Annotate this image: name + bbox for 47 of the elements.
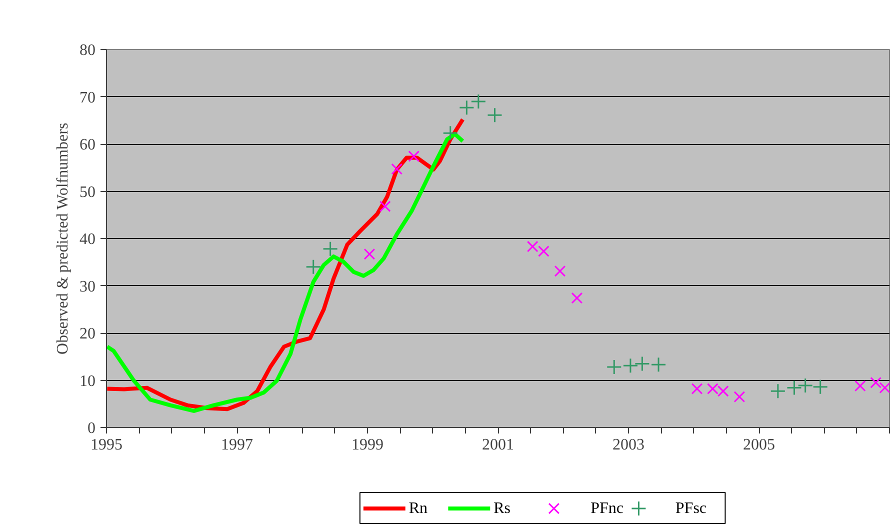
point — [786, 380, 802, 396]
point — [458, 100, 474, 116]
legend-label: PFnc — [590, 500, 624, 517]
point — [798, 378, 814, 394]
point — [470, 94, 486, 110]
point — [442, 125, 458, 141]
y-tick-label: 10 — [80, 372, 96, 390]
point — [634, 356, 650, 372]
point — [854, 380, 866, 392]
x-tick-label: 2003 — [612, 436, 644, 454]
point — [538, 246, 550, 257]
point — [879, 382, 890, 394]
y-axis-title: Observed & predicted Wolfnumbers — [54, 122, 72, 354]
y-tick-label: 40 — [80, 231, 96, 248]
y-tick-label: 60 — [80, 136, 96, 154]
y-tick-label: 30 — [80, 278, 96, 296]
point — [812, 379, 828, 395]
point — [364, 248, 376, 260]
point — [622, 358, 638, 374]
x-tick-label: 1999 — [352, 436, 384, 454]
legend-label: PFsc — [675, 500, 707, 517]
y-tick-label: 50 — [80, 184, 96, 201]
point — [650, 356, 666, 372]
point — [379, 200, 391, 212]
y-tick-label: 70 — [80, 89, 96, 106]
point — [391, 163, 403, 175]
x-tick-label: 2005 — [743, 436, 775, 454]
point — [554, 265, 566, 277]
legend-label: Rs — [494, 500, 511, 517]
point — [870, 376, 882, 388]
point — [408, 150, 420, 162]
y-tick-label: 20 — [80, 326, 96, 342]
point — [734, 391, 746, 402]
point — [571, 292, 583, 304]
legend-label: Rn — [408, 500, 428, 517]
y-tick-label: 80 — [80, 42, 96, 59]
point — [526, 240, 538, 252]
x-tick-label: 1995 — [90, 436, 122, 454]
x-tick-label: 2001 — [482, 436, 514, 454]
point — [770, 383, 786, 399]
y-tick-label: 0 — [88, 420, 96, 437]
x-tick-label: 1997 — [221, 436, 253, 454]
point — [606, 359, 622, 375]
point — [486, 107, 502, 123]
point — [306, 259, 322, 275]
point — [691, 383, 703, 394]
point — [322, 241, 338, 257]
